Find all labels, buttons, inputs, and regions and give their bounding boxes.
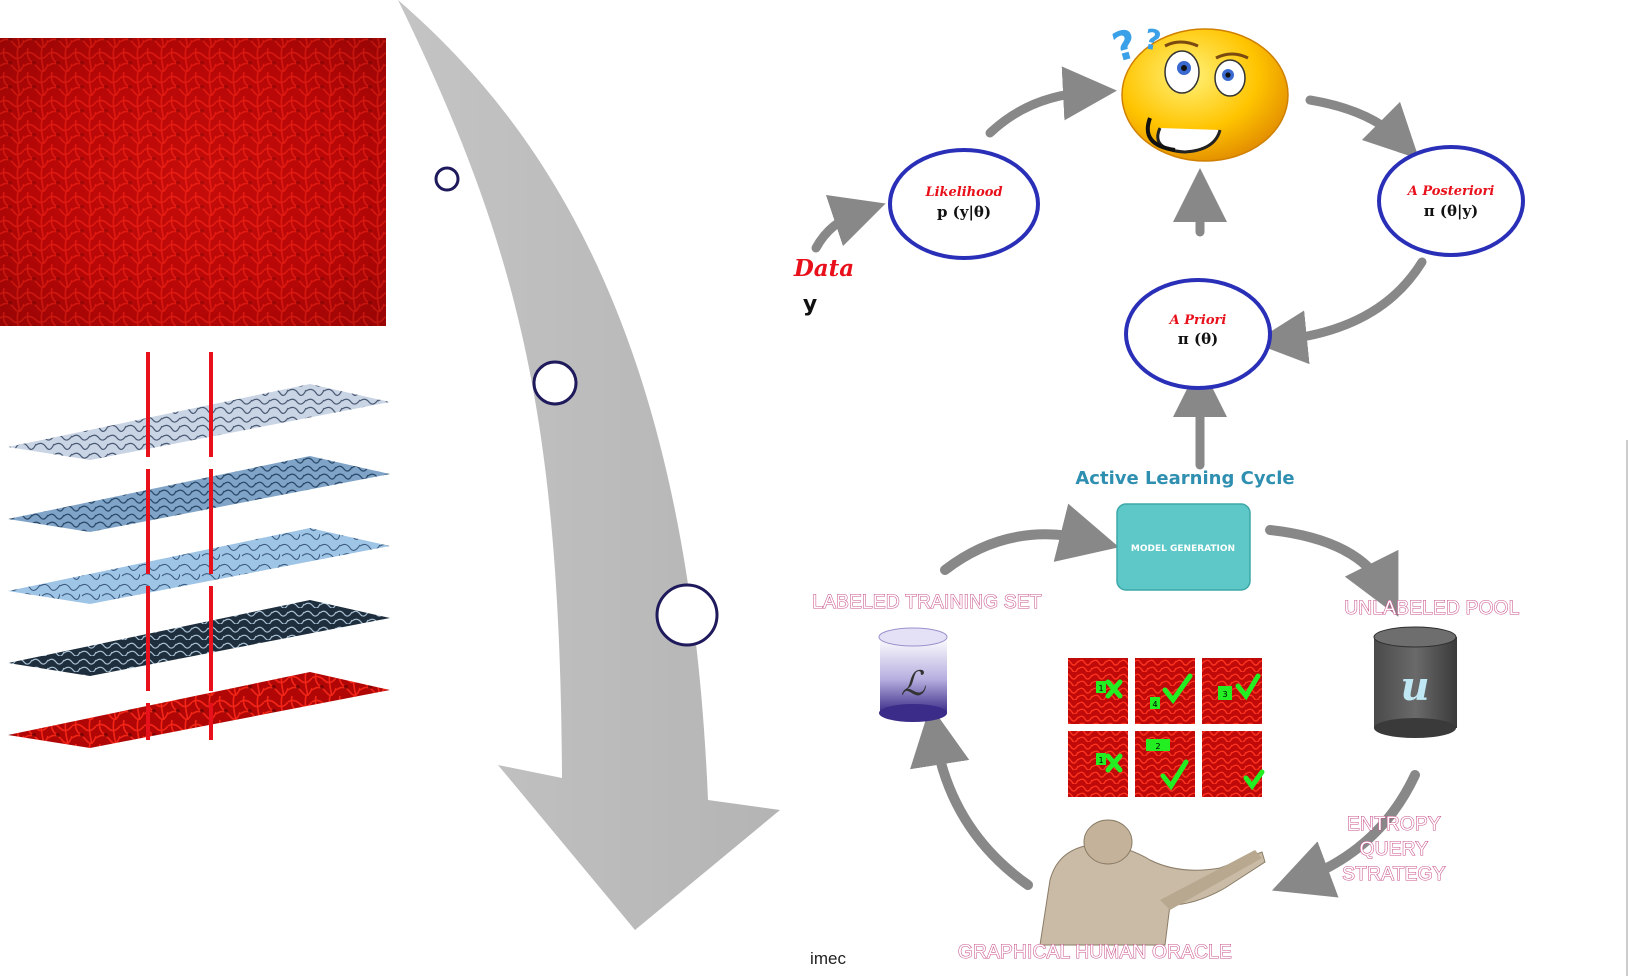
thinking-face-icon: ? ? xyxy=(1108,21,1289,162)
big-curved-arrow xyxy=(398,0,780,930)
likelihood-formula: p (y|θ) xyxy=(937,203,991,221)
bayes-arrows xyxy=(811,66,1427,470)
svg-text:4: 4 xyxy=(1152,700,1157,709)
unlabeled-pool-label: UNLABELED POOL xyxy=(1344,598,1519,619)
prior-node: A Priori π (θ) xyxy=(1124,278,1272,390)
data-label: Data xyxy=(793,255,854,282)
prior-title: A Priori xyxy=(1168,313,1227,328)
svg-text:?: ? xyxy=(1142,22,1164,57)
svg-text:2: 2 xyxy=(1155,742,1160,751)
human-oracle-figure xyxy=(1039,819,1266,946)
cross-icon xyxy=(1105,753,1123,773)
check-icon xyxy=(1243,769,1265,791)
likelihood-node: Likelihood p (y|θ) xyxy=(888,148,1040,260)
svg-text:u: u xyxy=(1400,663,1429,710)
layer-light-blue xyxy=(8,528,390,604)
model-generation-box: MODEL GENERATION xyxy=(1116,503,1251,591)
oracle-label: GRAPHICAL HUMAN ORACLE xyxy=(958,942,1232,963)
svg-text:1: 1 xyxy=(1098,684,1103,693)
check-icon xyxy=(1235,673,1261,701)
svg-text:3: 3 xyxy=(1222,690,1227,699)
layer-red xyxy=(8,672,390,748)
posterior-title: A Posteriori xyxy=(1406,184,1495,199)
svg-text:?: ? xyxy=(1108,21,1142,71)
labeled-database-icon: ℒ xyxy=(878,627,948,722)
entropy-line-3: STRATEGY xyxy=(1342,864,1445,885)
check-icon xyxy=(1160,759,1189,791)
model-generation-label: MODEL GENERATION xyxy=(1131,544,1235,554)
unlabeled-database-icon: u xyxy=(1373,626,1457,738)
circle-large xyxy=(655,583,719,647)
circle-small xyxy=(434,166,460,192)
likelihood-title: Likelihood xyxy=(924,185,1002,200)
query-tiles: 1 4 3 1 2 xyxy=(1068,658,1265,797)
posterior-formula: π (θ|y) xyxy=(1424,202,1479,220)
active-learning-title: Active Learning Cycle xyxy=(1075,468,1294,489)
active-learning-arrows xyxy=(910,503,1420,898)
imec-logo: imec xyxy=(810,949,846,968)
labeled-set-label: LABELED TRAINING SET xyxy=(812,592,1042,613)
entropy-line-1: ENTROPY xyxy=(1347,814,1441,835)
svg-text:ℒ: ℒ xyxy=(901,664,927,704)
entropy-line-2: QUERY xyxy=(1360,839,1429,860)
prior-formula: π (θ) xyxy=(1178,330,1218,348)
posterior-node: A Posteriori π (θ|y) xyxy=(1377,145,1525,257)
layer-stack xyxy=(8,352,390,748)
svg-text:1: 1 xyxy=(1098,756,1103,765)
layer-dark xyxy=(8,600,390,676)
data-symbol: y xyxy=(803,292,817,317)
layer-blue xyxy=(8,456,390,532)
layer-gray xyxy=(8,384,390,460)
check-icon xyxy=(1162,673,1193,705)
cross-icon xyxy=(1105,679,1123,699)
circle-medium xyxy=(532,360,578,406)
